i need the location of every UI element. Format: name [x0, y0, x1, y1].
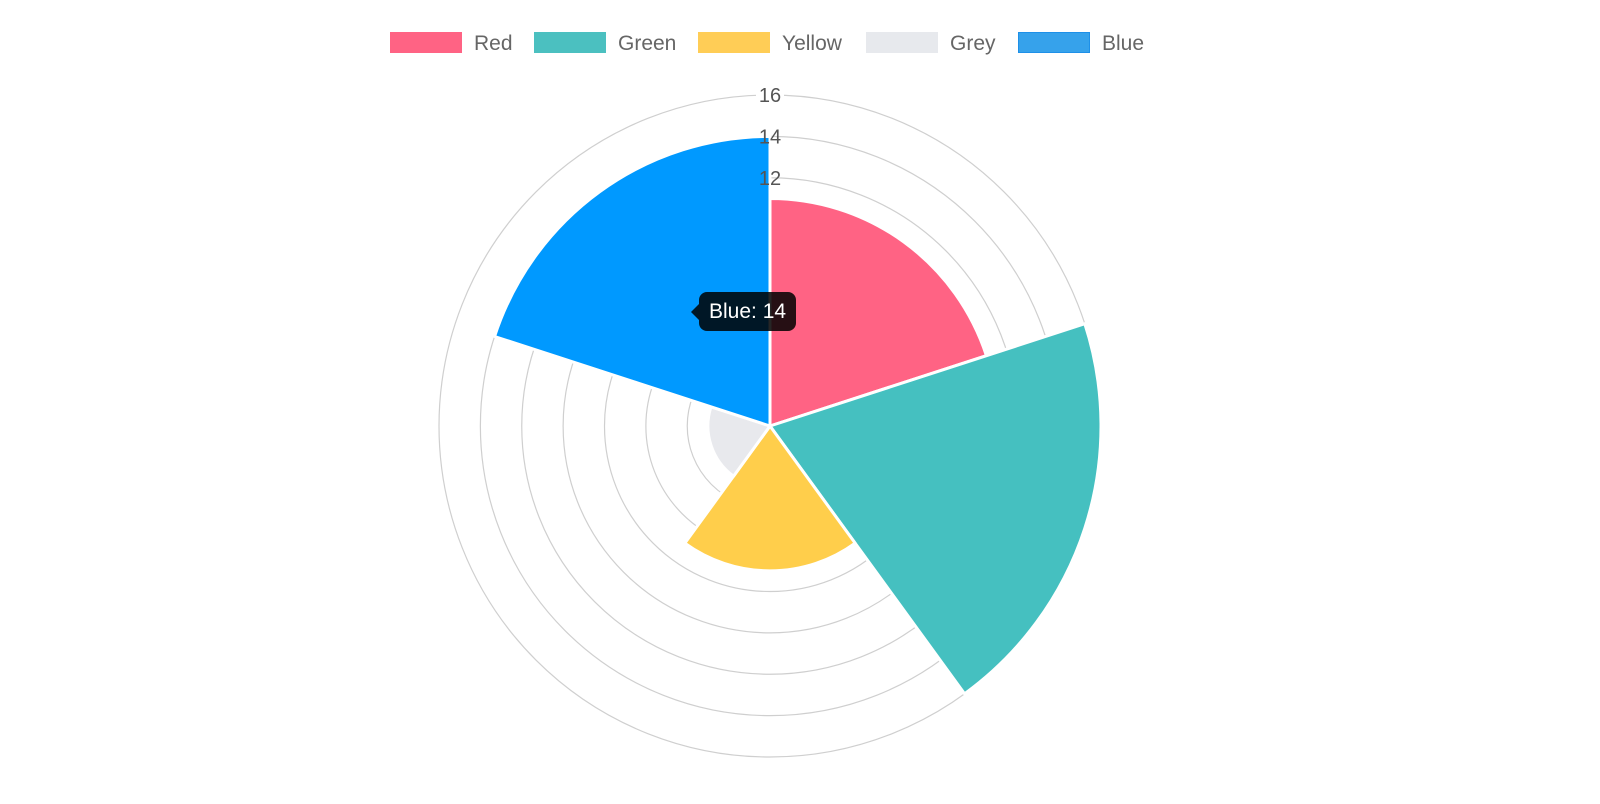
tick-label-16: 16	[759, 85, 781, 107]
segment-red[interactable]	[768, 196, 988, 428]
tooltip-caret	[691, 304, 699, 320]
legend-swatch-green	[534, 32, 606, 53]
legend-label-blue: Blue	[1102, 32, 1145, 55]
segment-grey[interactable]	[706, 405, 772, 478]
segments	[493, 134, 1103, 696]
legend-label-red: Red	[474, 32, 513, 55]
tick-label-backdrop	[756, 85, 784, 105]
tooltip-text: Blue: 14	[709, 300, 787, 323]
legend-swatch-red	[390, 32, 462, 53]
legend-label-green: Green	[618, 32, 677, 55]
segment-yellow[interactable]	[683, 424, 857, 573]
segment-green[interactable]	[768, 322, 1103, 696]
tick-label-14: 14	[759, 126, 781, 148]
legend-swatch-blue	[1018, 32, 1090, 53]
segment-blue[interactable]	[493, 134, 772, 428]
legend-swatch-grey	[866, 32, 938, 53]
legend-label-grey: Grey	[950, 32, 996, 55]
chart-legend: Red Green Yellow Grey Blue	[0, 28, 1600, 58]
legend-swatch-yellow	[698, 32, 770, 53]
chart-tooltip: Blue: 14	[691, 292, 797, 331]
tick-labels: 12 14 16	[756, 85, 784, 190]
tick-label-12: 12	[759, 168, 781, 190]
legend-label-yellow: Yellow	[782, 32, 842, 55]
